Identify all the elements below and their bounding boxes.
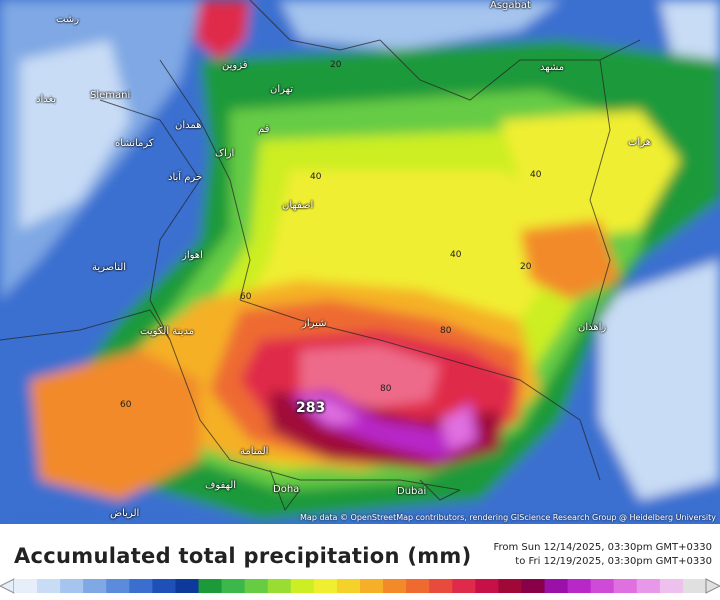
city-label: زاهدان [578,322,607,333]
contour-label: 60 [240,292,252,302]
scale-swatch [659,579,684,593]
city-label: هرات [628,137,651,148]
scale-swatch [682,579,707,593]
scale-swatch [83,579,107,593]
scale-swatch [267,579,292,593]
contour-label: 60 [120,400,132,410]
contour-label: 20 [520,262,532,272]
city-label: اهواز [182,250,203,261]
legend-panel: Accumulated total precipitation (mm) Fro… [0,524,720,600]
scale-swatch [613,579,638,593]
scale-swatch [152,579,176,593]
scale-swatch [567,579,592,593]
scale-swatch [590,579,615,593]
scale-swatch [106,579,130,593]
scale-swatch [129,579,153,593]
period-to: to Fri 12/19/2025, 03:30pm GMT+0330 [515,556,712,567]
peak-value-label: 283 [296,400,326,416]
city-label: مدينة الكويت [140,326,195,337]
contour-label: 40 [530,170,542,180]
scale-swatch [475,579,499,593]
scale-swatch [452,579,476,593]
scale-swatch [636,579,661,593]
legend-title: Accumulated total precipitation (mm) [14,544,472,568]
city-label: تهران [270,84,294,95]
contour-label: 40 [450,250,462,260]
color-scale [0,578,720,594]
city-label: خرم آباد [168,172,203,183]
city-label: Doha [273,484,300,495]
city-label: همدان [175,120,202,131]
city-label: اراک [215,148,235,159]
scale-max-arrow [705,578,720,594]
scale-min-arrow [0,578,15,594]
scale-swatch [498,579,522,593]
contour-label: 80 [380,384,392,394]
map-attribution: Map data © OpenStreetMap contributors, r… [300,513,716,522]
scale-swatch [290,579,315,593]
city-label: الناصرية [92,262,127,273]
scale-swatch [336,579,361,593]
scale-swatch [521,579,546,593]
scale-swatch [313,579,338,593]
city-label: Dubai [397,486,427,497]
scale-swatch [14,579,38,593]
city-label: المنامة [240,446,269,457]
contour-label: 20 [330,60,342,70]
city-label: الهفوف [205,480,237,491]
scale-swatch [175,579,200,593]
city-label: شیراز [302,318,327,329]
city-label: رشت [56,14,80,25]
city-label: Slemani [90,90,131,101]
scale-swatch [244,579,269,593]
city-label: قزوین [222,60,248,71]
city-label: اصفهان [282,200,314,211]
city-label: قم [258,124,270,135]
scale-swatch [37,579,61,593]
scale-swatch [383,579,407,593]
precipitation-field [0,0,720,524]
scale-swatch [360,579,384,593]
city-label: الرياض [110,508,140,519]
city-label: مشهد [540,62,565,73]
scale-swatch [544,579,569,593]
scale-swatch [429,579,453,593]
contour-label: 80 [440,326,452,336]
precipitation-map: 283 Asgabat Slemani Doha Dubai تهران مشه… [0,0,720,524]
period-from: From Sun 12/14/2025, 03:30pm GMT+0330 [493,542,712,553]
scale-swatch [406,579,430,593]
scale-swatch [60,579,84,593]
city-label: کرمانشاه [115,138,154,149]
city-label: Asgabat [490,0,531,11]
city-label: بغداد [36,94,57,105]
scale-swatch [198,579,223,593]
contour-label: 40 [310,172,322,182]
scale-swatch [221,579,246,593]
